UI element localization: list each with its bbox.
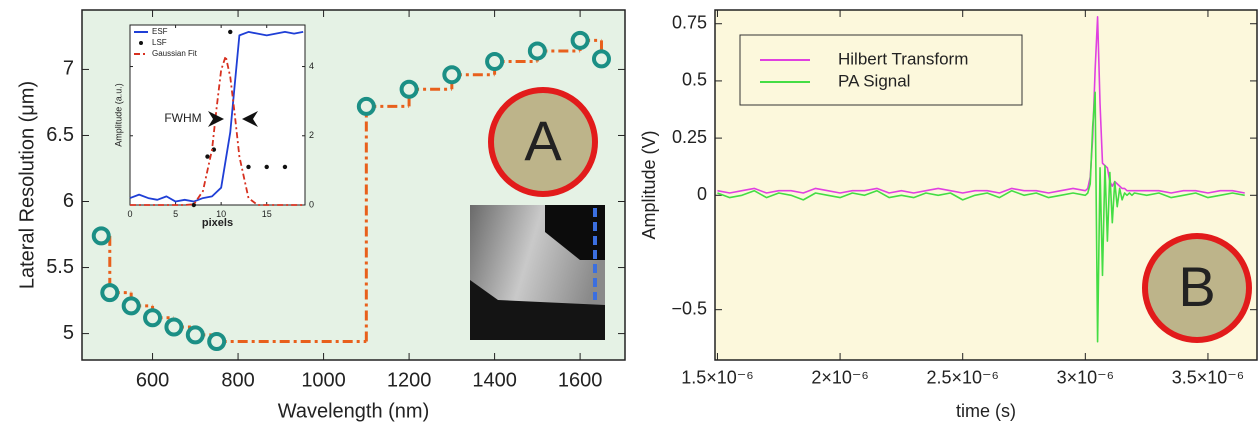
y-tick-label: 5.5: [46, 256, 74, 278]
panel-label: A: [524, 109, 562, 172]
data-line: [717, 91, 1245, 343]
chart: 0 5 10 15 0 2 4 pixels Amplitude (a.u.) ESF LSF Gau…: [113, 24, 314, 229]
data-point: [228, 29, 233, 35]
data-point: [143, 308, 163, 328]
data-point: [207, 332, 227, 352]
y-tick-label: 6: [63, 190, 74, 212]
x-tick-label: 5: [173, 209, 178, 219]
y-axis-label: Lateral Resolution (μm): [16, 81, 38, 289]
data-line: [129, 31, 304, 203]
photo-dark: [470, 280, 605, 340]
data-point: [191, 202, 197, 208]
x-tick-label: 15: [262, 209, 272, 219]
x-tick-label: 3×10⁻⁶: [1057, 368, 1114, 388]
y-axis-label: Amplitude (V): [639, 130, 659, 239]
x-tick-label: 1.5×10⁻⁶: [681, 368, 753, 388]
data-point: [527, 41, 547, 61]
data-line: [717, 16, 1245, 194]
y-tick-label: 6.5: [46, 124, 74, 146]
x-tick-label: 0: [127, 209, 132, 219]
y-tick-label: −0.5: [671, 298, 707, 318]
data-point: [246, 164, 251, 170]
arrow: [242, 111, 258, 127]
photo-dark: [545, 205, 605, 260]
x-tick-label: 1000: [301, 369, 346, 391]
data-point: [399, 79, 419, 99]
arrow: [208, 111, 224, 127]
decorations: [208, 111, 605, 340]
data-point: [264, 164, 269, 170]
legend-label: Hilbert Transform: [838, 49, 968, 68]
legend-label: PA Signal: [838, 71, 910, 90]
legend-label: Gaussian Fit: [152, 49, 198, 58]
y-tick-label: 2: [309, 130, 314, 140]
chart-layer: A 0 5 10 15 0 2 4 pixels Amplitude (a.u.) ESF LSF Ga…: [113, 24, 1252, 343]
chart: 1.5×10⁻⁶ 2×10⁻⁶ 2.5×10⁻⁶ 3×10⁻⁶ 3.5×10⁻⁶ 0.75…: [639, 9, 1258, 421]
y-tick-label: 0.75: [672, 12, 707, 32]
data-point: [570, 30, 590, 50]
x-tick-label: 800: [221, 369, 254, 391]
plot-area: [129, 24, 306, 206]
data-point: [164, 317, 184, 337]
data-point: [485, 52, 505, 72]
data-point: [591, 49, 611, 69]
x-tick-label: 1600: [558, 369, 603, 391]
x-tick-label: 1200: [387, 369, 432, 391]
legend-label: LSF: [152, 38, 167, 47]
y-tick-label: 0.25: [672, 127, 707, 147]
x-tick-label: 2.5×10⁻⁶: [926, 368, 998, 388]
fwhm-arrows: [208, 111, 258, 127]
data-point: [185, 325, 205, 345]
y-tick-label: 0: [697, 184, 707, 204]
x-tick-label: 600: [136, 369, 169, 391]
data-point: [91, 226, 111, 246]
panel-badge: [488, 87, 598, 197]
data-point: [100, 283, 120, 303]
legend-label: ESF: [152, 27, 168, 36]
data-point: [356, 96, 376, 116]
data-point: [211, 147, 217, 152]
data-point: [205, 154, 210, 159]
x-tick-label: 10: [216, 209, 226, 219]
legend-box: [739, 34, 1023, 106]
x-tick-label: 2×10⁻⁶: [811, 368, 868, 388]
legend-marker: [139, 41, 143, 45]
y-tick-label: 7: [63, 58, 74, 80]
y-tick-label: 0.5: [682, 70, 707, 90]
panel-label: B: [1178, 255, 1215, 318]
x-tick-label: 1400: [472, 369, 517, 391]
x-axis-label: pixels: [202, 217, 233, 229]
y-axis-label: Amplitude (a.u.): [113, 83, 123, 147]
data-line: [130, 55, 304, 206]
panel-badge: [1142, 233, 1252, 343]
sample-image: [470, 205, 605, 340]
y-tick-label: 5: [63, 322, 74, 344]
y-tick-label: 4: [309, 61, 314, 71]
data-point: [121, 296, 141, 316]
data-point: [282, 164, 288, 170]
y-tick-label: 0: [309, 199, 314, 209]
annotation: FWHM: [164, 111, 201, 125]
x-axis-label: Wavelength (nm): [278, 400, 430, 422]
x-tick-label: 3.5×10⁻⁶: [1172, 368, 1244, 388]
data-point: [442, 65, 462, 85]
x-axis-label: time (s): [956, 401, 1016, 421]
